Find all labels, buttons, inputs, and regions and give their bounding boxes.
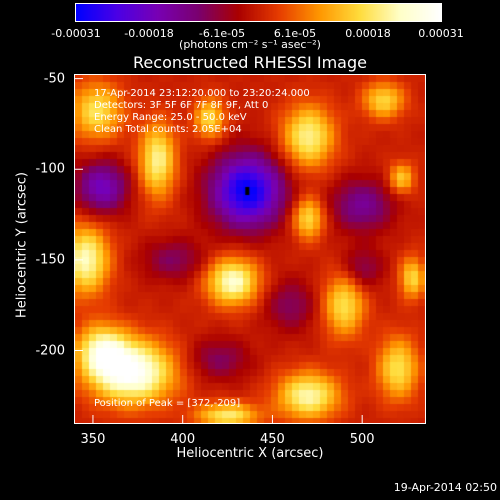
- y-axis-label: Heliocentric Y (arcsec): [14, 172, 30, 318]
- colorbar: [75, 3, 442, 22]
- peak-position-label: Position of Peak = [372,-209]: [94, 398, 241, 409]
- observation-info-line: Detectors: 3F 5F 6F 7F 8F 9F, Att 0: [94, 100, 269, 111]
- observation-info-line: Clean Total counts: 2.05E+04: [94, 124, 242, 135]
- plot-area: [74, 74, 426, 424]
- observation-info-line: 17-Apr-2014 23:12:20.000 to 23:20:24.000: [94, 88, 310, 99]
- colorbar-tick-label: 0.00018: [345, 27, 391, 40]
- heatmap-image: [75, 75, 425, 423]
- y-tick-label: -100: [35, 161, 65, 177]
- colorbar-tick-label: 6.1e-05: [273, 27, 317, 40]
- y-tick-label: -50: [43, 71, 65, 87]
- footer-timestamp: 19-Apr-2014 02:50: [393, 481, 497, 494]
- axis-tick-marks: [75, 78, 363, 423]
- x-tick-label: 350: [80, 432, 106, 447]
- colorbar-tick-label: -0.00018: [124, 27, 174, 40]
- y-tick-label: -200: [35, 343, 65, 358]
- x-tick-label: 500: [349, 432, 375, 447]
- observation-info-line: Energy Range: 25.0 - 50.0 keV: [94, 112, 247, 123]
- colorbar-tick-label: 0.00031: [418, 27, 464, 40]
- chart-title: Reconstructed RHESSI Image: [133, 53, 367, 72]
- x-axis-label: Heliocentric X (arcsec): [176, 446, 324, 461]
- colorbar-tick-label: -0.00031: [51, 27, 101, 40]
- x-tick-label: 400: [170, 432, 196, 447]
- y-tick-label: -150: [35, 252, 65, 268]
- x-tick-label: 450: [260, 432, 285, 447]
- colorbar-tick-label: -6.1e-05: [198, 27, 246, 40]
- colorbar-gradient: [76, 4, 441, 21]
- colorbar-units: (photons cm⁻² s⁻¹ asec⁻²): [179, 38, 321, 51]
